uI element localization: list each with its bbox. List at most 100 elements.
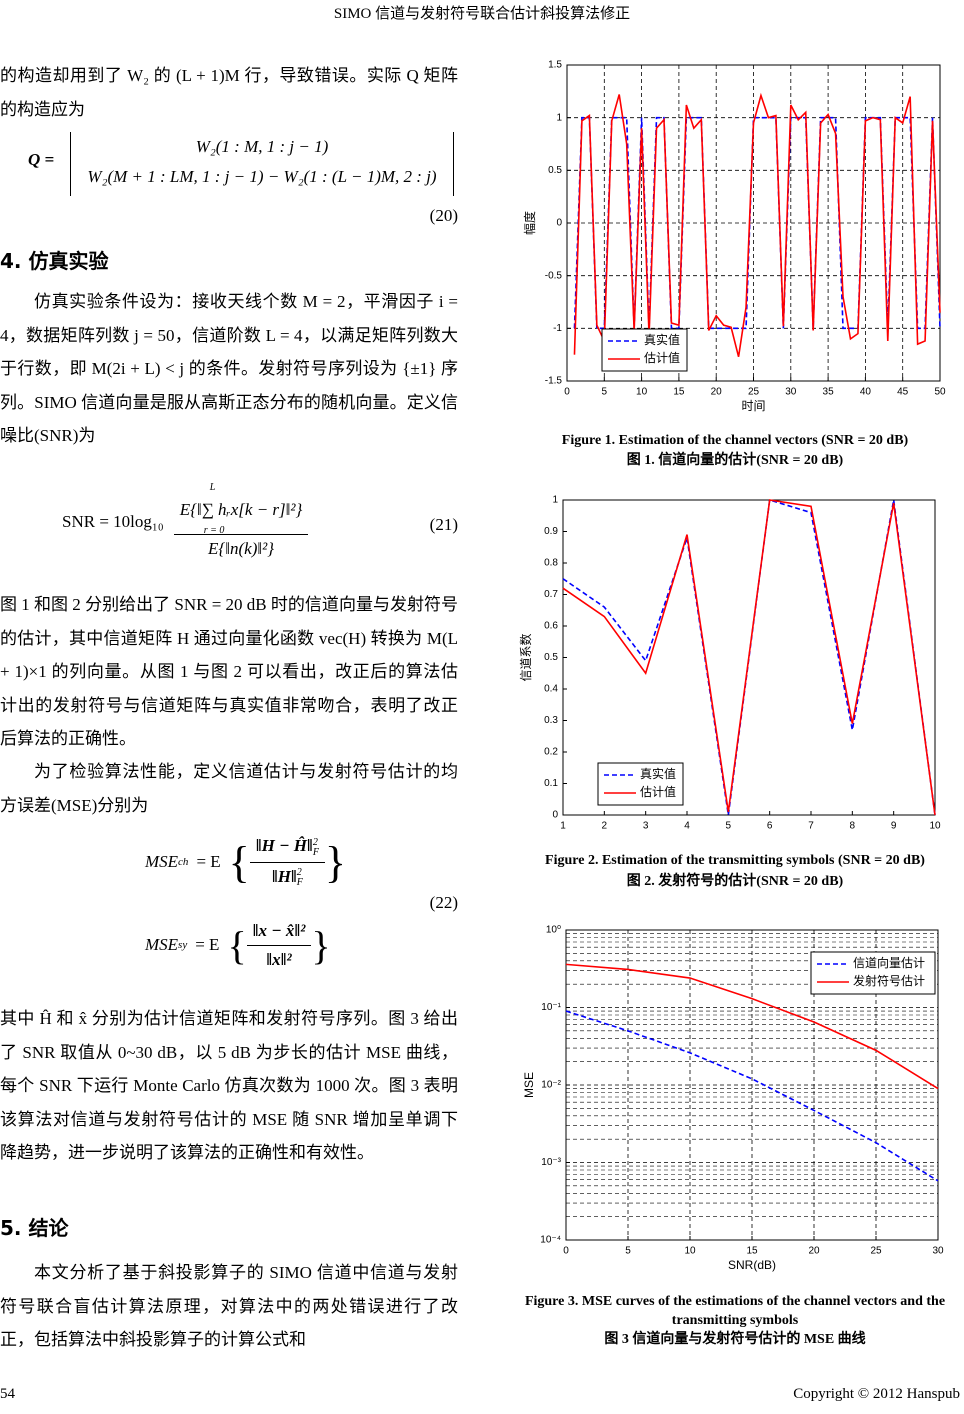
x-tick-label: 0 xyxy=(563,1246,569,1257)
figure-caption: 图 1. 信道向量的估计(SNR = 20 dB) xyxy=(626,453,844,468)
y-tick-label: 0.9 xyxy=(544,526,558,537)
figure-caption: Figure 1. Estimation of the channel vect… xyxy=(561,433,909,448)
copyright: Copyright © 2012 Hanspub xyxy=(793,1386,960,1402)
equation-lhs: SNR = 10log₁₀ xyxy=(62,512,164,531)
paragraph: 其中 Ĥ 和 x̂ 分别为估计信道矩阵和发射符号序列。图 3 给出了 SNR 取… xyxy=(0,1009,458,1163)
figure-caption: Figure 2. Estimation of the transmitting… xyxy=(545,853,925,868)
y-tick-label: 1 xyxy=(552,495,558,506)
equation: MSE sy = E { ‖x − x̂‖² ‖x‖² } xyxy=(145,920,331,969)
y-tick-label: 0.6 xyxy=(544,621,558,632)
x-tick-label: 20 xyxy=(808,1246,820,1257)
x-tick-label: 45 xyxy=(897,387,909,398)
equation-sub: sy xyxy=(178,939,188,951)
equation-sub: ch xyxy=(178,856,189,868)
norm-sub: F xyxy=(312,846,319,858)
series-line xyxy=(565,1010,939,1182)
y-tick-label: 10⁻² xyxy=(541,1080,561,1091)
plot-frame xyxy=(566,64,941,382)
y-tick-label: 0.3 xyxy=(544,715,558,726)
y-tick-label: 0.2 xyxy=(544,747,558,758)
y-tick-label: 10⁰ xyxy=(546,925,561,936)
y-tick-label: 0.7 xyxy=(544,589,558,600)
equation: SNR = 10log₁₀ L E{‖∑ hᵣx[k − r]‖²} r = 0… xyxy=(62,462,309,582)
x-tick-label: 5 xyxy=(602,387,608,398)
x-tick-label: 35 xyxy=(823,387,835,398)
legend-label: 真实值 xyxy=(640,766,676,781)
paragraph: 仿真实验条件设为：接收天线个数 M = 2，平滑因子 i = 4，数据矩阵列数 … xyxy=(0,292,458,446)
equation-number: (21) xyxy=(429,515,458,534)
x-tick-label: 25 xyxy=(870,1246,882,1257)
legend-box xyxy=(601,328,688,372)
x-tick-label: 10 xyxy=(929,821,941,832)
x-tick-label: 30 xyxy=(932,1246,944,1257)
x-tick-label: 20 xyxy=(711,387,723,398)
series-line xyxy=(573,92,941,357)
figure-caption: 图 2. 发射符号的估计(SNR = 20 dB) xyxy=(626,874,844,889)
y-tick-label: 0.8 xyxy=(544,558,558,569)
equation-lhs: MSE xyxy=(145,852,179,871)
paragraph: 为了检验算法性能，定义信道估计与发射符号估计的均方误差(MSE)分别为 xyxy=(0,762,458,815)
numerator: ‖x − x̂‖² xyxy=(246,921,312,946)
page-number: 54 xyxy=(0,1386,15,1402)
norm-sup: 2 xyxy=(312,836,318,848)
x-tick-label: 1 xyxy=(560,821,566,832)
y-tick-label: -1.5 xyxy=(545,376,563,387)
y-tick-label: 10⁻³ xyxy=(541,1157,561,1168)
legend-label: 估计值 xyxy=(644,350,680,365)
legend-box xyxy=(597,762,684,806)
x-tick-label: 7 xyxy=(808,821,814,832)
x-tick-label: 30 xyxy=(785,387,797,398)
running-header: SIMO 信道与发射符号联合估计斜投算法修正 xyxy=(333,6,631,22)
x-tick-label: 6 xyxy=(767,821,773,832)
series-line xyxy=(565,963,939,1090)
equation-number: (22) xyxy=(429,893,458,912)
sum-upper: L xyxy=(209,481,216,493)
equation-operator: = E xyxy=(196,852,221,871)
y-axis-label: 信道系数 xyxy=(518,633,533,681)
plot-frame xyxy=(562,499,936,816)
equation-operator: = E xyxy=(195,935,220,954)
y-tick-label: 0.5 xyxy=(544,652,558,663)
y-tick-label: 10⁻⁴ xyxy=(540,1235,561,1246)
paragraph: 本文分析了基于斜投影算子的 SIMO 信道中信道与发射符号联合盲估计算法原理，对… xyxy=(0,1263,458,1350)
x-tick-label: 3 xyxy=(643,821,649,832)
x-tick-label: 25 xyxy=(748,387,760,398)
denominator: E{‖n(k)‖²} xyxy=(208,538,275,558)
figure-caption: 图 3 信道向量与发射符号估计的 MSE 曲线 xyxy=(604,1332,866,1347)
y-tick-label: 1 xyxy=(556,112,562,123)
x-axis-label: SNR(dB) xyxy=(728,1258,776,1272)
x-tick-label: 8 xyxy=(850,821,856,832)
section-heading: 4. 仿真实验 xyxy=(0,249,109,273)
figure-caption: Figure 3. MSE curves of the estimations … xyxy=(524,1294,946,1328)
x-tick-label: 5 xyxy=(625,1246,631,1257)
y-axis-label: 幅度 xyxy=(522,211,537,235)
legend-label: 信道向量估计 xyxy=(853,955,925,970)
paragraph: 的构造却用到了 W₂ 的 (L + 1)M 行，导致错误。实际 Q 矩阵的构造应… xyxy=(0,66,458,119)
x-tick-label: 15 xyxy=(673,387,685,398)
y-tick-label: 0.1 xyxy=(544,778,558,789)
sum-lower: r = 0 xyxy=(203,524,225,536)
equation: MSE ch = E { ‖H − Ĥ‖ 2 F ‖H‖ 2 F } xyxy=(145,836,347,888)
legend-box xyxy=(810,951,936,995)
denominator: ‖x‖² xyxy=(266,949,292,969)
paragraph: 图 1 和图 2 分别给出了 SNR = 20 dB 时的信道向量与发射符号的估… xyxy=(0,595,458,749)
x-axis-label: 时间 xyxy=(741,399,765,413)
denominator: ‖H‖ xyxy=(271,866,297,886)
y-tick-label: 0.5 xyxy=(548,165,562,176)
x-tick-label: 5 xyxy=(726,821,732,832)
legend-label: 发射符号估计 xyxy=(853,973,925,988)
x-tick-label: 40 xyxy=(860,387,872,398)
x-tick-label: 15 xyxy=(746,1246,758,1257)
x-tick-label: 10 xyxy=(636,387,648,398)
matrix-row: W₂(1 : M, 1 : j − 1) xyxy=(195,137,329,156)
x-tick-label: 50 xyxy=(934,387,946,398)
equation-lhs: Q = xyxy=(28,150,55,169)
y-tick-label: 0 xyxy=(552,810,558,821)
y-axis-label: MSE xyxy=(522,1072,536,1098)
x-tick-label: 0 xyxy=(564,387,570,398)
section-heading: 5. 结论 xyxy=(0,1216,69,1240)
norm-sub: F xyxy=(296,876,303,888)
y-tick-label: -0.5 xyxy=(545,270,563,281)
